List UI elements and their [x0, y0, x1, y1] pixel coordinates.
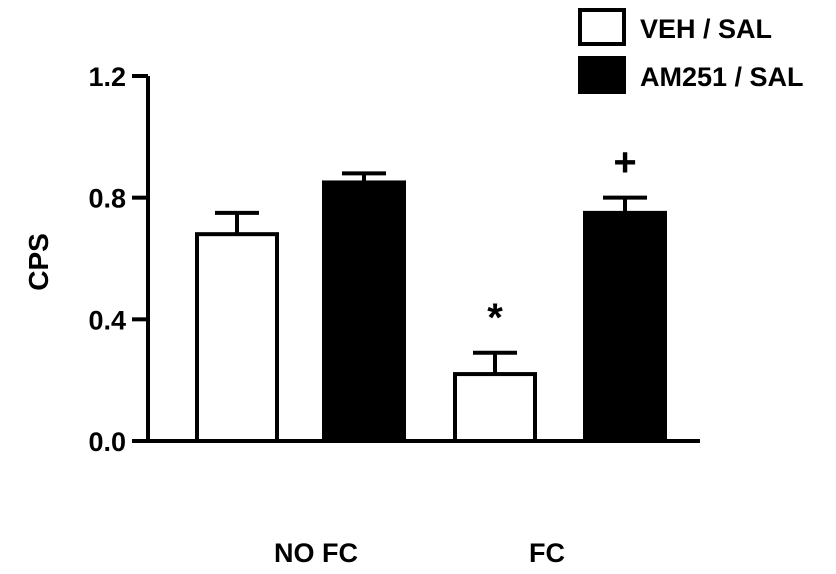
bars — [195, 180, 667, 444]
legend: VEH / SAL AM251 / SAL — [578, 8, 804, 94]
bar-am251-sal-fc — [583, 210, 667, 443]
y-tick-label: 0.4 — [88, 305, 126, 335]
legend-swatch-am251-sal — [578, 56, 626, 94]
significance-plus: + — [613, 141, 636, 185]
labels: 0.0 0.4 0.8 1.2 CPS NO FC FC * + — [23, 62, 637, 568]
category-label-fc: FC — [529, 538, 565, 568]
y-axis-label: CPS — [23, 233, 54, 291]
legend-label: VEH / SAL — [640, 14, 772, 44]
y-tick-label: 1.2 — [88, 62, 126, 92]
bar-am251-sal-no-fc — [322, 180, 406, 443]
legend-swatch-veh-sal — [578, 8, 626, 46]
axes — [132, 74, 700, 443]
bar-veh-sal-no-fc — [195, 232, 279, 443]
y-tick-label: 0.8 — [88, 184, 126, 214]
bar-veh-sal-fc — [453, 372, 537, 444]
error-bars — [215, 171, 647, 375]
legend-label: AM251 / SAL — [640, 62, 804, 92]
significance-asterisk: * — [487, 296, 503, 340]
y-tick-label: 0.0 — [88, 427, 126, 457]
category-label-no-fc: NO FC — [274, 538, 358, 568]
